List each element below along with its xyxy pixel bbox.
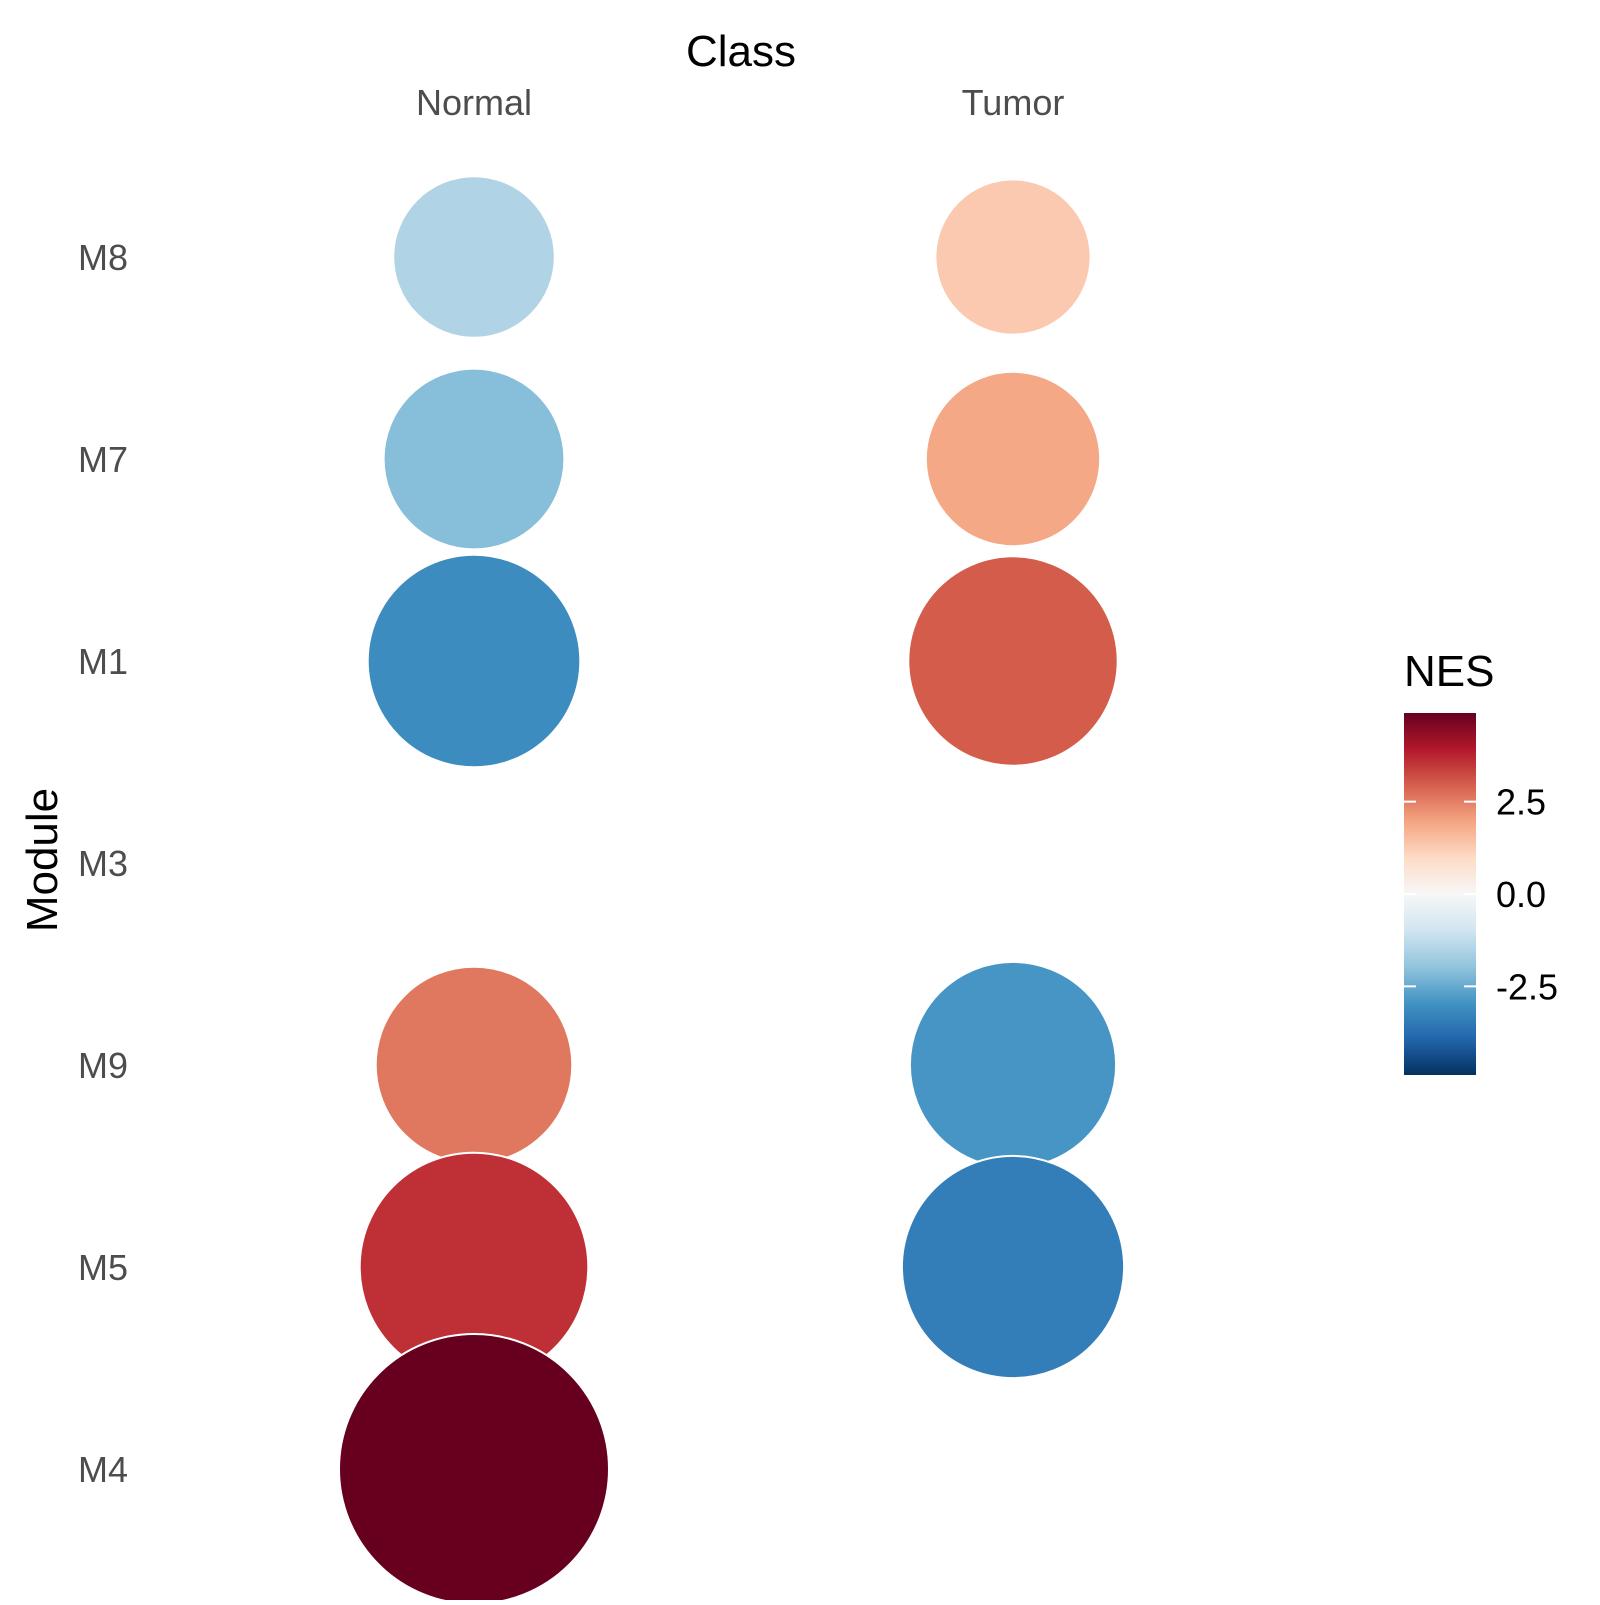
y-tick-label: M4 bbox=[78, 1449, 128, 1490]
dot-point bbox=[907, 555, 1119, 767]
dot-point bbox=[924, 370, 1102, 548]
x-tick-labels: Normal Tumor bbox=[416, 82, 1064, 123]
dot-point bbox=[338, 1333, 610, 1605]
y-axis-title: Module bbox=[18, 788, 67, 932]
y-tick-label: M1 bbox=[78, 641, 128, 682]
points-layer bbox=[338, 175, 1126, 1605]
y-tick-label: M7 bbox=[78, 439, 128, 480]
legend: NES 2.5 0.0 -2.5 bbox=[1404, 647, 1558, 1075]
legend-ticks: 2.5 0.0 -2.5 bbox=[1404, 782, 1558, 1007]
legend-title: NES bbox=[1404, 647, 1494, 696]
dot-point bbox=[374, 965, 574, 1165]
y-tick-label: M3 bbox=[78, 843, 128, 884]
y-tick-label: M5 bbox=[78, 1247, 128, 1288]
y-tick-label: M8 bbox=[78, 237, 128, 278]
y-tick-label: M9 bbox=[78, 1045, 128, 1086]
dot-point bbox=[382, 367, 566, 551]
dot-point bbox=[908, 960, 1118, 1170]
dot-point bbox=[934, 178, 1092, 336]
legend-tick-label: 0.0 bbox=[1496, 874, 1546, 915]
dot-point bbox=[392, 175, 556, 339]
y-tick-labels: M8 M7 M1 M3 M9 M5 M4 bbox=[78, 237, 128, 1490]
dot-point bbox=[366, 553, 582, 769]
x-tick-label: Normal bbox=[416, 82, 532, 123]
dot-point bbox=[900, 1154, 1126, 1380]
legend-tick-label: -2.5 bbox=[1496, 966, 1558, 1007]
legend-tick-label: 2.5 bbox=[1496, 782, 1546, 823]
x-tick-label: Tumor bbox=[962, 82, 1065, 123]
x-axis-title: Class bbox=[686, 27, 796, 76]
